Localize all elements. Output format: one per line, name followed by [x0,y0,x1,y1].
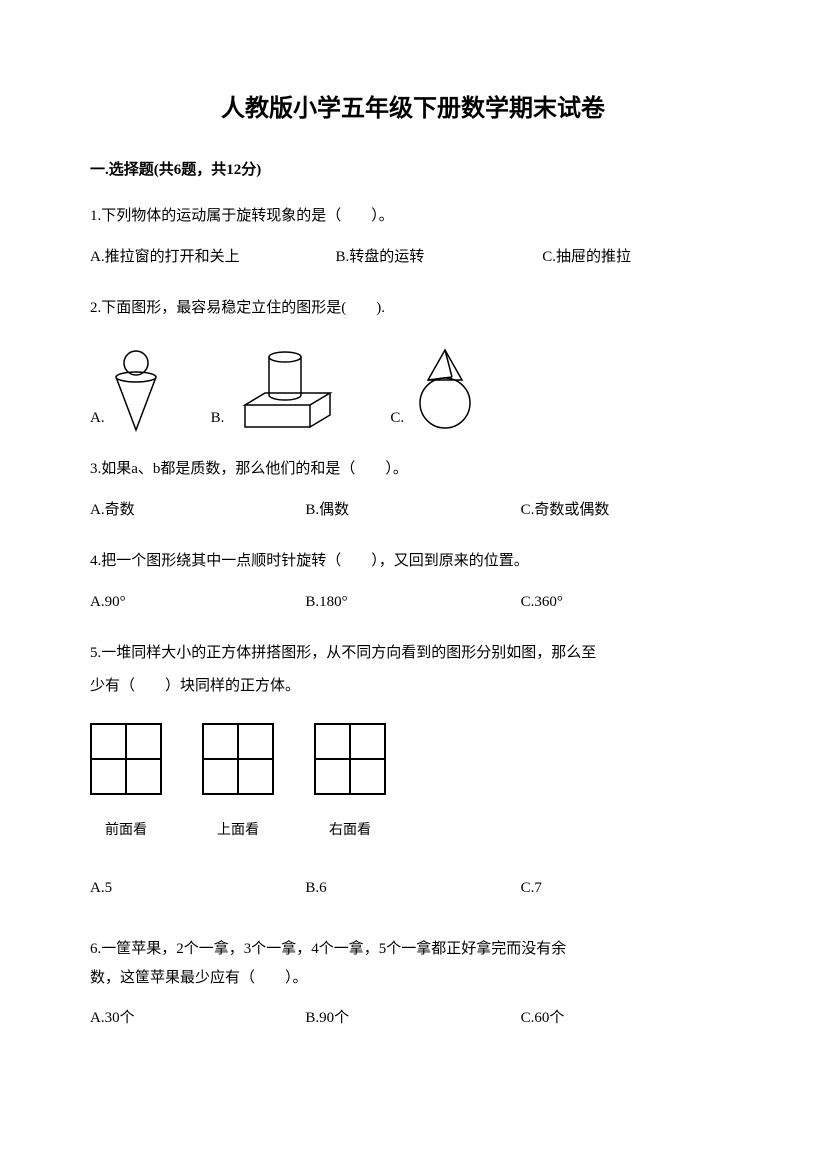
q6-options: A.30个 B.90个 C.60个 [90,1004,736,1033]
q2-label-b: B. [211,402,225,435]
q4-options: A.90° B.180° C.360° [90,586,736,619]
q3-option-a: A.奇数 [90,494,305,527]
q2-figure-b [230,345,340,435]
q1-option-b: B.转盘的运转 [335,241,542,274]
q2-label-a: A. [90,402,105,435]
q6-text1: 6.一筐苹果，2个一拿，3个一拿，4个一拿，5个一拿都正好拿完而没有余 [90,935,736,964]
q6-option-a: A.30个 [90,1004,305,1033]
q5-options: A.5 B.6 C.7 [90,872,736,905]
q5-right-label: 右面看 [314,816,386,847]
q2-option-b: B. [211,345,341,435]
q5-option-c: C.7 [521,872,736,905]
q1-option-a: A.推拉窗的打开和关上 [90,241,335,274]
q1-text: 1.下列物体的运动属于旋转现象的是（ ）。 [90,200,736,233]
q6-text2: 数，这筐苹果最少应有（ ）。 [90,964,736,993]
q2-label-c: C. [390,402,404,435]
q5-top-view: 上面看 [202,723,274,847]
q3-text: 3.如果a、b都是质数，那么他们的和是（ ）。 [90,453,736,486]
q2-option-c: C. [390,345,480,435]
question-1: 1.下列物体的运动属于旋转现象的是（ ）。 A.推拉窗的打开和关上 B.转盘的运… [90,200,736,274]
q5-top-grid [202,723,274,795]
q5-figures: 前面看 上面看 右面看 [90,723,736,847]
question-3: 3.如果a、b都是质数，那么他们的和是（ ）。 A.奇数 B.偶数 C.奇数或偶… [90,453,736,527]
q5-top-label: 上面看 [202,816,274,847]
q5-front-grid [90,723,162,795]
q5-option-a: A.5 [90,872,305,905]
q5-text2: 少有（ ）块同样的正方体。 [90,670,736,703]
question-5: 5.一堆同样大小的正方体拼搭图形，从不同方向看到的图形分别如图，那么至 少有（ … [90,637,736,905]
q4-text: 4.把一个图形绕其中一点顺时针旋转（ ），又回到原来的位置。 [90,545,736,578]
q3-option-b: B.偶数 [305,494,520,527]
question-4: 4.把一个图形绕其中一点顺时针旋转（ ），又回到原来的位置。 A.90° B.1… [90,545,736,619]
q4-option-c: C.360° [521,586,736,619]
q5-right-grid [314,723,386,795]
q5-right-view: 右面看 [314,723,386,847]
q2-text: 2.下面图形，最容易稳定立住的图形是( ). [90,292,736,325]
q2-figures: A. B. C. [90,345,736,435]
q4-option-b: B.180° [305,586,520,619]
q6-option-c: C.60个 [521,1004,736,1033]
q1-option-c: C.抽屉的推拉 [542,241,736,274]
q2-option-a: A. [90,345,161,435]
q2-figure-a [111,345,161,435]
section-header: 一.选择题(共6题，共12分) [90,158,736,182]
q4-option-a: A.90° [90,586,305,619]
q5-option-b: B.6 [305,872,520,905]
q3-option-c: C.奇数或偶数 [521,494,736,527]
q6-option-b: B.90个 [305,1004,520,1033]
q1-options: A.推拉窗的打开和关上 B.转盘的运转 C.抽屉的推拉 [90,241,736,274]
q5-front-label: 前面看 [90,816,162,847]
q3-options: A.奇数 B.偶数 C.奇数或偶数 [90,494,736,527]
question-6: 6.一筐苹果，2个一拿，3个一拿，4个一拿，5个一拿都正好拿完而没有余 数，这筐… [90,935,736,1033]
q2-figure-c [410,345,480,435]
question-2: 2.下面图形，最容易稳定立住的图形是( ). A. B. C. [90,292,736,435]
q5-text1: 5.一堆同样大小的正方体拼搭图形，从不同方向看到的图形分别如图，那么至 [90,637,736,670]
q5-front-view: 前面看 [90,723,162,847]
exam-title: 人教版小学五年级下册数学期末试卷 [90,90,736,128]
